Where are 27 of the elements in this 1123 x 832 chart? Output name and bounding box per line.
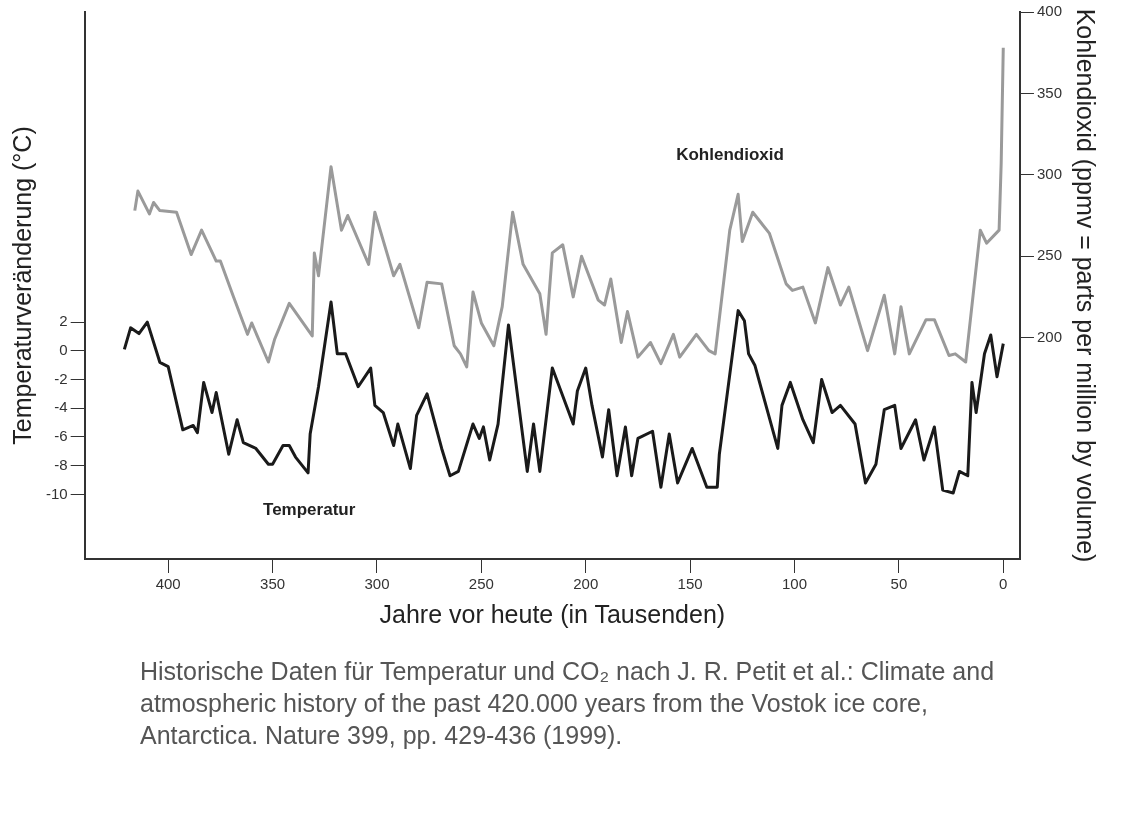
y-tick-label: 0 [59,340,68,358]
x-tick-label: 400 [155,575,181,593]
x-tick-label: 50 [890,575,908,593]
y-axis-title: Temperaturveränderung (°C) [7,126,36,445]
y2-tick-label: 350 [1036,83,1062,101]
y-tick-label: -10 [45,484,68,502]
x-tick-label: 100 [781,575,808,593]
y2-tick-label: 200 [1036,327,1062,345]
y-tick-label: 2 [59,312,68,330]
x-tick-label: 150 [677,575,703,593]
y2-tick-label: 300 [1036,164,1062,182]
y-tick-label: -8 [54,455,68,473]
text: Kohlendioxid [676,144,784,164]
y2-tick-label: 400 [1036,2,1062,20]
text: Temperatur [263,500,356,520]
y2-axis-title: Kohlendioxid (ppmv = parts per million by volume) [1072,8,1101,563]
x-axis-title: Jahre vor heute (in Tausenden) [379,599,726,628]
y-tick-label: -4 [54,398,68,416]
x-tick-label: 300 [364,575,390,593]
x-tick-label: 250 [468,575,494,593]
y2-tick-label: 250 [1036,246,1062,264]
y-tick-label: -6 [54,427,68,445]
y-tick-label: -2 [54,369,68,387]
x-tick-label: 200 [573,575,599,593]
text: Historische Daten für Temperatur und CO₂ nach J. R. Petit et al.: Climate and atmospheric history of the past 420.000 years from the Vostok ice core, Antarctica. Nature 399, pp. 429-436 (1999). [140,656,996,751]
x-tick-label: 350 [260,575,286,593]
x-tick-label: 0 [999,575,1008,593]
